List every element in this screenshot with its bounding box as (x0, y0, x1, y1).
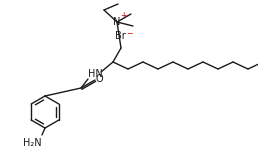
Text: H₂N: H₂N (23, 138, 41, 148)
Text: HN: HN (88, 69, 102, 79)
Text: O: O (95, 74, 103, 84)
Text: N: N (113, 17, 121, 27)
Text: +: + (120, 12, 126, 21)
Text: −: − (126, 29, 132, 38)
Text: Br: Br (115, 31, 125, 41)
